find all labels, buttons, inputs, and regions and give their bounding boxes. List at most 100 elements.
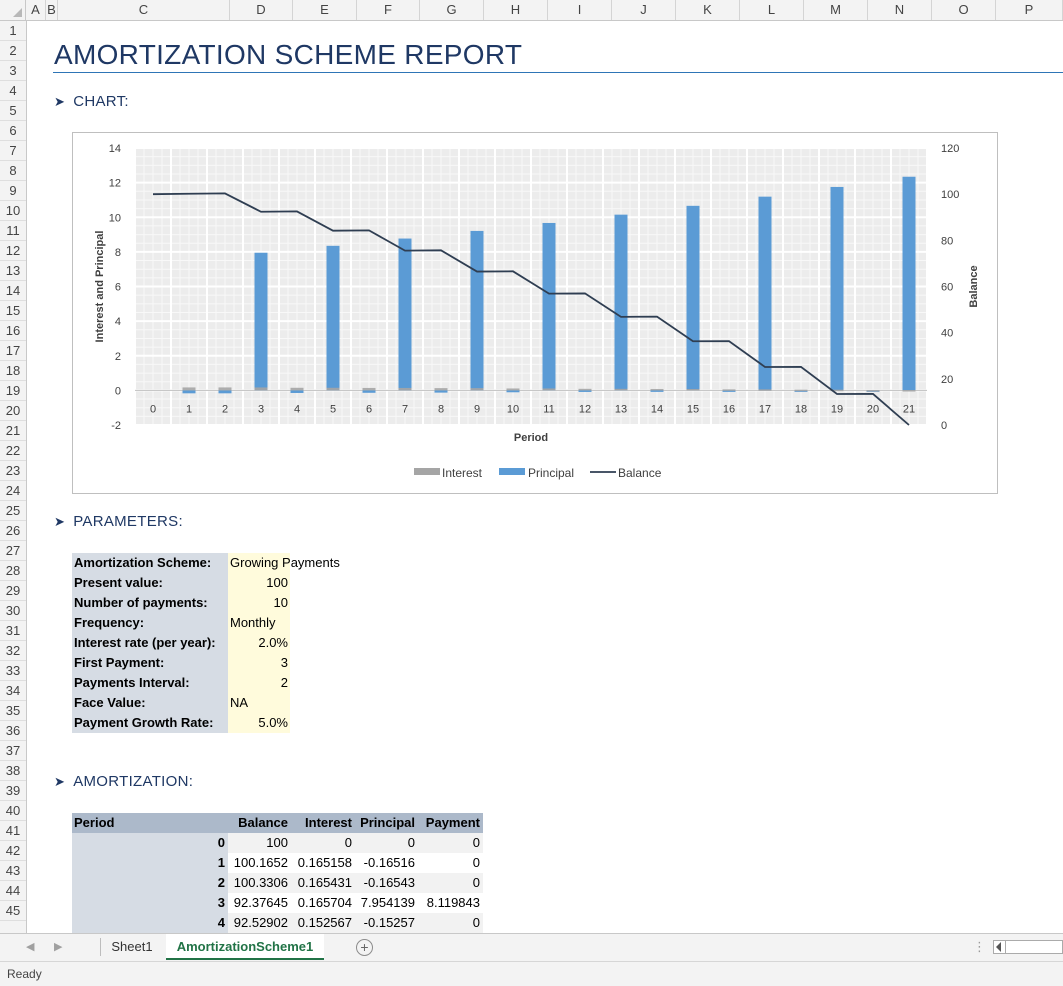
scroll-tabs-right-icon[interactable]: ▶ — [54, 941, 63, 953]
row-header-33[interactable]: 33 — [0, 661, 26, 681]
column-header-d[interactable]: D — [230, 0, 293, 20]
row-header-43[interactable]: 43 — [0, 861, 26, 881]
row-header-29[interactable]: 29 — [0, 581, 26, 601]
amortization-header-interest[interactable]: Interest — [291, 813, 355, 833]
amortization-cell[interactable]: 92.52902 — [228, 913, 291, 933]
parameter-value[interactable]: Monthly — [228, 613, 290, 633]
amortization-cell[interactable]: 92.37645 — [233, 895, 288, 910]
column-header-p[interactable]: P — [996, 0, 1063, 20]
amortization-period-cell[interactable]: 3 — [72, 893, 228, 913]
row-header-16[interactable]: 16 — [0, 321, 26, 341]
parameter-label[interactable]: First Payment: — [72, 653, 228, 673]
row-header-12[interactable]: 12 — [0, 241, 26, 261]
parameter-label[interactable]: Payments Interval: — [72, 673, 228, 693]
column-header-n[interactable]: N — [868, 0, 932, 20]
worksheet-grid[interactable]: AMORTIZATION SCHEME REPORT ➤ CHART: -2 0 2 4… — [27, 21, 1063, 933]
parameter-label[interactable]: Amortization Scheme: — [72, 553, 228, 573]
parameter-value[interactable]: 2.0% — [228, 633, 290, 653]
column-header-b[interactable]: B — [46, 0, 58, 20]
amortization-header-principal[interactable]: Principal — [355, 813, 418, 833]
amortization-cell[interactable]: 100.3306 — [228, 873, 291, 893]
amortization-cell[interactable]: 0 — [418, 873, 483, 893]
amortization-period-cell[interactable]: 0 — [72, 833, 228, 853]
amortization-period-cell[interactable]: 2 — [72, 873, 228, 893]
row-header-26[interactable]: 26 — [0, 521, 26, 541]
amortization-cell[interactable]: 100.1652 — [233, 855, 288, 870]
row-header-41[interactable]: 41 — [0, 821, 26, 841]
tab-sheet1[interactable]: Sheet1 — [111, 939, 153, 954]
amortization-cell[interactable]: 100 — [228, 833, 291, 853]
row-header-21[interactable]: 21 — [0, 421, 26, 441]
tab-amortizationscheme1[interactable]: AmortizationScheme1 — [166, 934, 324, 960]
amortization-cell[interactable]: 0 — [418, 913, 483, 933]
row-header-25[interactable]: 25 — [0, 501, 26, 521]
amortization-cell[interactable]: 0 — [355, 833, 418, 853]
column-header-j[interactable]: J — [612, 0, 676, 20]
row-header-9[interactable]: 9 — [0, 181, 26, 201]
amortization-cell[interactable]: 0.165158 — [297, 855, 352, 870]
row-header-11[interactable]: 11 — [0, 221, 26, 241]
row-header-28[interactable]: 28 — [0, 561, 26, 581]
column-header-k[interactable]: K — [676, 0, 740, 20]
parameter-value[interactable]: NA — [228, 693, 290, 713]
column-header-a[interactable]: A — [26, 0, 46, 20]
amortization-header-period[interactable]: Period — [72, 813, 228, 833]
row-header-23[interactable]: 23 — [0, 461, 26, 481]
column-header-l[interactable]: L — [740, 0, 804, 20]
parameter-label[interactable]: Present value: — [72, 573, 228, 593]
row-header-27[interactable]: 27 — [0, 541, 26, 561]
row-header-42[interactable]: 42 — [0, 841, 26, 861]
row-header-3[interactable]: 3 — [0, 61, 26, 81]
row-header-5[interactable]: 5 — [0, 101, 26, 121]
column-header-i[interactable]: I — [548, 0, 612, 20]
parameter-label[interactable]: Payment Growth Rate: — [72, 713, 228, 733]
row-header-13[interactable]: 13 — [0, 261, 26, 281]
row-header-45[interactable]: 45 — [0, 901, 26, 921]
amortization-header-balance[interactable]: Balance — [228, 813, 291, 833]
tab-split-handle-icon[interactable]: ⋮ — [973, 939, 986, 954]
amortization-cell[interactable]: 0 — [291, 833, 355, 853]
parameter-value[interactable]: Growing Payments — [228, 553, 340, 573]
row-header-35[interactable]: 35 — [0, 701, 26, 721]
horizontal-scrollbar[interactable] — [993, 940, 1063, 954]
row-header-20[interactable]: 20 — [0, 401, 26, 421]
amortization-period-cell[interactable]: 1 — [72, 853, 228, 873]
parameter-label[interactable]: Number of payments: — [72, 593, 228, 613]
column-header-o[interactable]: O — [932, 0, 996, 20]
row-header-8[interactable]: 8 — [0, 161, 26, 181]
amortization-cell[interactable]: 8.119843 — [426, 895, 480, 910]
amortization-cell[interactable]: -0.16543 — [355, 873, 418, 893]
scroll-tabs-left-icon[interactable]: ◀ — [26, 941, 35, 953]
column-header-e[interactable]: E — [293, 0, 357, 20]
parameter-label[interactable]: Interest rate (per year): — [72, 633, 228, 653]
parameter-value[interactable]: 10 — [228, 593, 290, 613]
row-header-15[interactable]: 15 — [0, 301, 26, 321]
amortization-cell[interactable]: 0.165431 — [291, 873, 355, 893]
row-header-44[interactable]: 44 — [0, 881, 26, 901]
amortization-cell[interactable]: 0 — [472, 855, 480, 870]
column-header-h[interactable]: H — [484, 0, 548, 20]
row-header-38[interactable]: 38 — [0, 761, 26, 781]
row-header-1[interactable]: 1 — [0, 21, 26, 41]
column-header-c[interactable]: C — [58, 0, 230, 20]
row-header-4[interactable]: 4 — [0, 81, 26, 101]
row-header-36[interactable]: 36 — [0, 721, 26, 741]
parameter-value[interactable]: 2 — [228, 673, 290, 693]
row-header-39[interactable]: 39 — [0, 781, 26, 801]
row-header-18[interactable]: 18 — [0, 361, 26, 381]
amortization-cell[interactable]: -0.15257 — [355, 913, 418, 933]
column-header-m[interactable]: M — [804, 0, 868, 20]
row-header-37[interactable]: 37 — [0, 741, 26, 761]
row-header-40[interactable]: 40 — [0, 801, 26, 821]
row-header-24[interactable]: 24 — [0, 481, 26, 501]
row-header-22[interactable]: 22 — [0, 441, 26, 461]
row-header-6[interactable]: 6 — [0, 121, 26, 141]
parameter-value[interactable]: 100 — [228, 573, 290, 593]
scroll-left-icon[interactable] — [996, 942, 1001, 952]
row-header-2[interactable]: 2 — [0, 41, 26, 61]
amortization-header-payment[interactable]: Payment — [418, 813, 483, 833]
amortization-cell[interactable]: 7.954139 — [360, 895, 415, 910]
parameter-label[interactable]: Frequency: — [72, 613, 228, 633]
row-header-10[interactable]: 10 — [0, 201, 26, 221]
row-header-19[interactable]: 19 — [0, 381, 26, 401]
